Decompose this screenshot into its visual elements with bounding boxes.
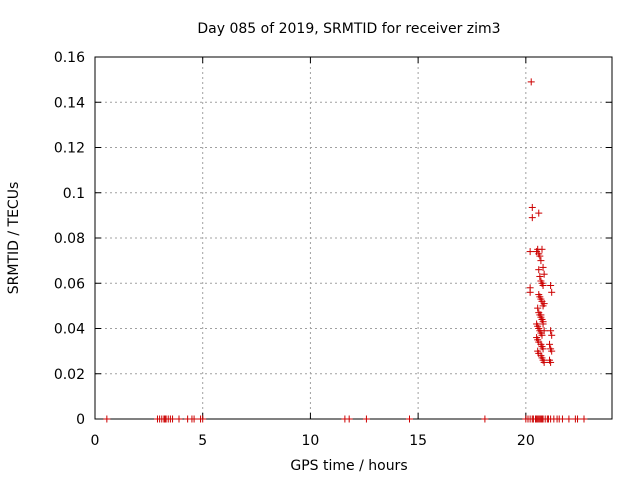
data-point <box>190 415 198 423</box>
data-point <box>548 288 556 296</box>
data-point <box>537 311 545 319</box>
data-point <box>534 304 542 312</box>
data-point <box>538 315 546 323</box>
data-point <box>548 331 556 339</box>
y-tick-label: 0.16 <box>54 50 85 66</box>
data-point <box>547 358 555 366</box>
data-point <box>536 252 544 260</box>
data-point <box>574 415 582 423</box>
data-point <box>547 327 555 335</box>
data-point <box>540 300 548 308</box>
data-point <box>528 203 536 211</box>
y-tick-label: 0.08 <box>54 231 85 247</box>
y-tick-label: 0 <box>76 412 85 428</box>
x-tick-label: 10 <box>302 433 320 449</box>
data-point <box>528 214 536 222</box>
tick-layer: 0 0.02 0.04 0.06 0.08 0.1 0.12 0.14 0.16 0 5 10 15 20 <box>54 50 612 449</box>
data-point <box>535 266 543 274</box>
y-tick-label: 0.14 <box>54 95 85 111</box>
data-point <box>580 415 588 423</box>
data-point <box>527 78 535 86</box>
data-point <box>199 415 207 423</box>
grid-layer <box>95 57 612 419</box>
data-point <box>537 257 545 265</box>
data-point <box>539 320 547 328</box>
data-point <box>362 415 370 423</box>
data-point <box>169 415 177 423</box>
y-tick-label: 0.06 <box>54 276 85 292</box>
data-point <box>175 415 183 423</box>
data-point <box>536 272 544 280</box>
data-point <box>540 327 548 335</box>
data-point <box>558 415 566 423</box>
y-tick-label: 0.1 <box>63 186 85 202</box>
data-point <box>538 245 546 253</box>
plot-frame <box>94 56 613 420</box>
data-point <box>565 415 573 423</box>
data-point <box>535 209 543 217</box>
data-point <box>481 415 489 423</box>
data-point <box>539 345 547 353</box>
y-axis-label: SRMTID / TECUs <box>6 182 22 295</box>
data-point <box>540 358 548 366</box>
data-point <box>548 347 556 355</box>
data-point <box>103 415 111 423</box>
chart-title: Day 085 of 2019, SRMTID for receiver zim… <box>197 21 500 37</box>
data-point <box>526 288 534 296</box>
y-tick-label: 0.12 <box>54 141 85 157</box>
x-tick-label: 15 <box>409 433 427 449</box>
x-tick-label: 5 <box>198 433 207 449</box>
data-point <box>526 248 534 256</box>
y-tick-label: 0.04 <box>54 322 85 338</box>
data-point <box>538 331 546 339</box>
data-point <box>539 282 547 290</box>
data-point <box>540 270 548 278</box>
data-point <box>539 263 547 271</box>
x-tick-label: 0 <box>91 433 100 449</box>
data-point <box>546 340 554 348</box>
data-point <box>547 282 555 290</box>
x-tick-label: 20 <box>517 433 535 449</box>
data-point <box>345 415 353 423</box>
y-tick-label: 0.02 <box>54 367 85 383</box>
data-point <box>406 415 414 423</box>
x-axis-label: GPS time / hours <box>290 458 407 474</box>
data-points <box>103 78 588 423</box>
